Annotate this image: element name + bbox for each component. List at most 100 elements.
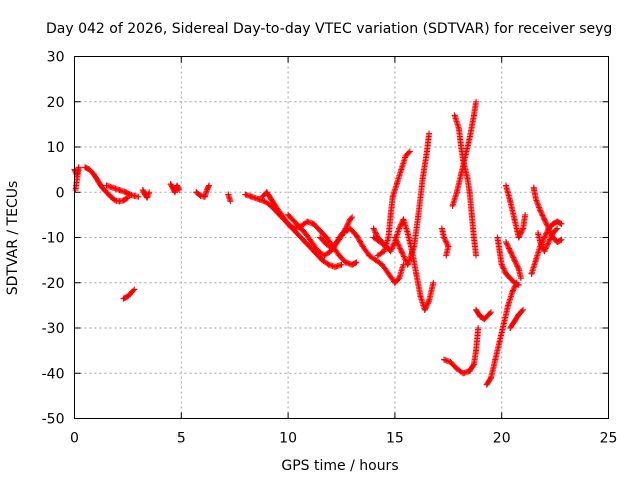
data-point xyxy=(496,248,503,255)
data-point xyxy=(103,189,110,196)
y-tick-label: -40 xyxy=(42,366,65,382)
data-point xyxy=(402,153,409,160)
data-point xyxy=(447,358,454,365)
series-s14 xyxy=(374,148,413,259)
data-point xyxy=(528,270,535,277)
series-s12 xyxy=(317,214,356,252)
data-point-run xyxy=(473,326,482,354)
data-point xyxy=(511,279,518,286)
series-s18 xyxy=(441,325,482,377)
data-point xyxy=(370,234,377,241)
data-point xyxy=(94,177,101,184)
data-point xyxy=(291,225,298,232)
data-point xyxy=(131,192,138,199)
data-point xyxy=(520,306,527,313)
data-point xyxy=(481,315,488,322)
data-point xyxy=(394,180,401,187)
data-point xyxy=(135,193,142,200)
data-point xyxy=(255,196,262,203)
data-point xyxy=(520,225,527,232)
data-point xyxy=(541,216,548,223)
data-point xyxy=(466,367,473,374)
data-point xyxy=(176,186,183,193)
x-tick-label: 10 xyxy=(279,431,297,447)
data-point xyxy=(415,211,422,218)
data-point xyxy=(426,130,433,137)
data-point xyxy=(325,261,332,268)
data-point xyxy=(398,248,405,255)
data-point xyxy=(376,239,383,246)
x-tick-label: 0 xyxy=(70,431,79,447)
data-point xyxy=(387,211,394,218)
data-point xyxy=(127,191,134,198)
y-tick-label: 0 xyxy=(56,185,65,201)
data-point xyxy=(310,220,317,227)
data-point xyxy=(317,227,324,234)
data-point xyxy=(285,220,292,227)
data-point xyxy=(302,229,309,236)
data-point xyxy=(225,191,232,198)
data-point xyxy=(319,257,326,264)
data-point xyxy=(203,186,210,193)
data-point xyxy=(537,239,544,246)
data-point xyxy=(272,202,279,209)
data-point xyxy=(144,194,151,201)
data-point xyxy=(379,261,386,268)
data-point xyxy=(541,248,548,255)
y-tick-label: -50 xyxy=(42,412,65,428)
data-point xyxy=(507,275,514,282)
data-point xyxy=(227,198,234,205)
data-point xyxy=(507,325,514,331)
data-point xyxy=(426,297,433,304)
data-point xyxy=(261,198,268,205)
data-point xyxy=(515,311,522,318)
data-point xyxy=(278,211,285,218)
data-point-run xyxy=(415,177,426,218)
data-point xyxy=(385,234,392,241)
data-point xyxy=(359,243,366,250)
data-point xyxy=(460,370,467,377)
series-s8 xyxy=(225,191,234,205)
data-point xyxy=(131,286,138,293)
y-axis-ticks: 30 20 10 0 -10 -20 -30 -40 -50 xyxy=(42,50,609,428)
data-point xyxy=(515,282,522,289)
data-point xyxy=(174,182,181,189)
data-point xyxy=(146,189,153,196)
series-s6 xyxy=(167,181,183,196)
data-point xyxy=(483,381,490,388)
data-point xyxy=(259,193,266,200)
x-axis-ticks: 0 5 10 15 20 25 xyxy=(70,56,618,447)
data-point xyxy=(372,257,379,264)
series-s19 xyxy=(451,112,480,259)
data-point xyxy=(389,193,396,200)
data-point xyxy=(99,184,106,191)
data-point xyxy=(419,175,426,182)
data-point-run xyxy=(413,270,424,298)
data-point xyxy=(304,218,311,225)
data-point xyxy=(558,236,565,243)
data-point xyxy=(488,374,495,381)
data-point xyxy=(300,236,307,243)
data-point xyxy=(336,252,343,259)
y-tick-label: 20 xyxy=(47,95,65,111)
series-s2 xyxy=(82,164,131,205)
data-point xyxy=(201,193,208,200)
data-point xyxy=(338,261,345,268)
data-point xyxy=(537,207,544,214)
y-axis-label: SDTVAR / TECUs xyxy=(5,181,21,296)
data-point xyxy=(445,243,452,250)
data-points xyxy=(71,98,565,388)
series-s3 xyxy=(103,182,142,200)
data-point xyxy=(507,248,514,255)
data-point xyxy=(535,229,542,236)
data-point xyxy=(323,241,330,248)
data-point xyxy=(167,181,174,188)
data-point xyxy=(109,184,116,191)
x-tick-label: 5 xyxy=(177,431,186,447)
data-point xyxy=(293,229,300,236)
data-point xyxy=(332,263,339,270)
x-tick-label: 25 xyxy=(600,431,618,447)
series-s4 xyxy=(120,286,138,302)
x-axis-label: GPS time / hours xyxy=(281,458,398,474)
data-point xyxy=(488,309,495,316)
